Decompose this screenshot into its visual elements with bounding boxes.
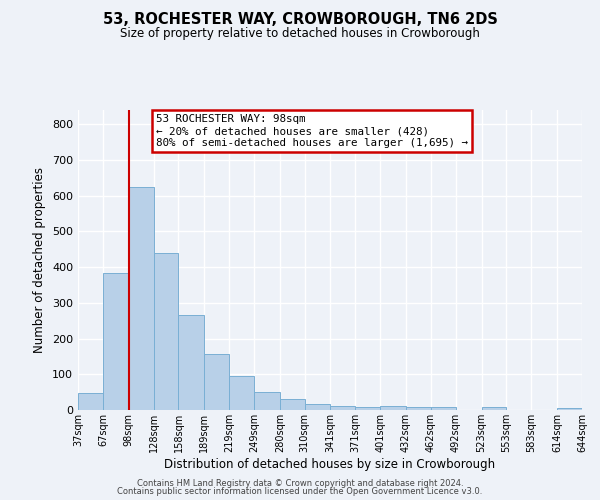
Text: Contains HM Land Registry data © Crown copyright and database right 2024.: Contains HM Land Registry data © Crown c… (137, 478, 463, 488)
Bar (431, 407, 456, 410)
Bar (280, 400, 305, 410)
Bar (254, 392, 280, 410)
Y-axis label: Number of detached properties: Number of detached properties (34, 167, 46, 353)
Bar (380, 406, 406, 410)
Text: Contains public sector information licensed under the Open Government Licence v3: Contains public sector information licen… (118, 487, 482, 496)
Bar (557, 408, 582, 410)
Bar (406, 407, 431, 410)
X-axis label: Distribution of detached houses by size in Crowborough: Distribution of detached houses by size … (164, 458, 496, 470)
Bar (154, 253, 178, 410)
Bar (482, 407, 506, 410)
Bar (204, 354, 229, 410)
Bar (229, 376, 254, 410)
Text: 53 ROCHESTER WAY: 98sqm
← 20% of detached houses are smaller (428)
80% of semi-d: 53 ROCHESTER WAY: 98sqm ← 20% of detache… (156, 114, 468, 148)
Text: Size of property relative to detached houses in Crowborough: Size of property relative to detached ho… (120, 28, 480, 40)
Bar (78, 393, 103, 410)
Bar (103, 273, 128, 410)
Bar (331, 406, 355, 410)
Bar (305, 404, 331, 410)
Bar (355, 407, 380, 410)
Text: 53, ROCHESTER WAY, CROWBOROUGH, TN6 2DS: 53, ROCHESTER WAY, CROWBOROUGH, TN6 2DS (103, 12, 497, 28)
Bar (128, 187, 154, 410)
Bar (178, 316, 204, 410)
